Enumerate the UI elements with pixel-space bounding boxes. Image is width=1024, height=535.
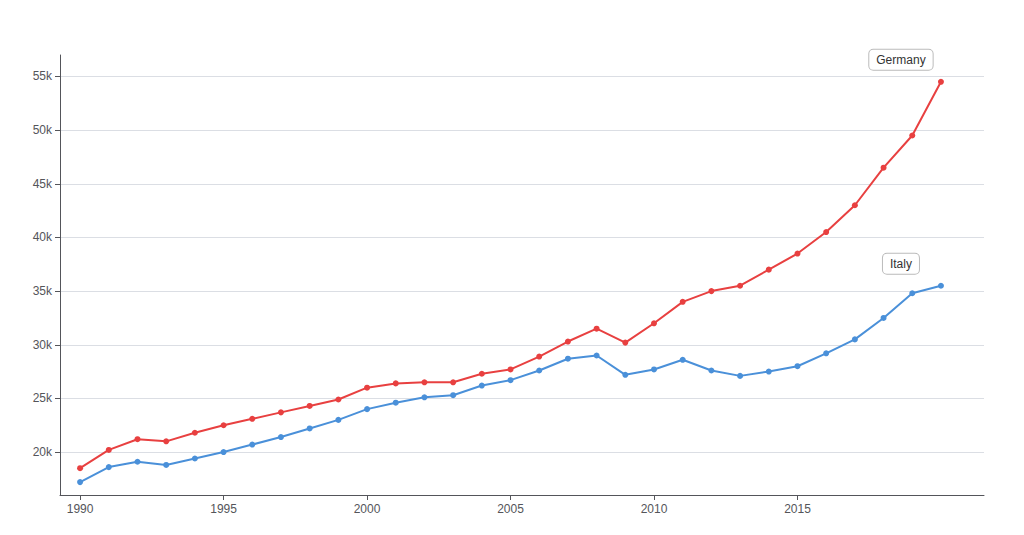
svg-text:1990: 1990 xyxy=(67,502,94,516)
svg-text:Germany: Germany xyxy=(876,53,925,67)
svg-text:50k: 50k xyxy=(33,123,53,137)
svg-text:20k: 20k xyxy=(33,445,53,459)
svg-text:40k: 40k xyxy=(33,230,53,244)
svg-text:45k: 45k xyxy=(33,177,53,191)
svg-text:35k: 35k xyxy=(33,284,53,298)
svg-text:30k: 30k xyxy=(33,338,53,352)
svg-text:25k: 25k xyxy=(33,391,53,405)
svg-text:1995: 1995 xyxy=(210,502,237,516)
svg-text:55k: 55k xyxy=(33,69,53,83)
svg-text:2000: 2000 xyxy=(354,502,381,516)
svg-text:2015: 2015 xyxy=(784,502,811,516)
svg-text:2010: 2010 xyxy=(641,502,668,516)
svg-text:Italy: Italy xyxy=(890,257,912,271)
svg-text:2005: 2005 xyxy=(497,502,524,516)
